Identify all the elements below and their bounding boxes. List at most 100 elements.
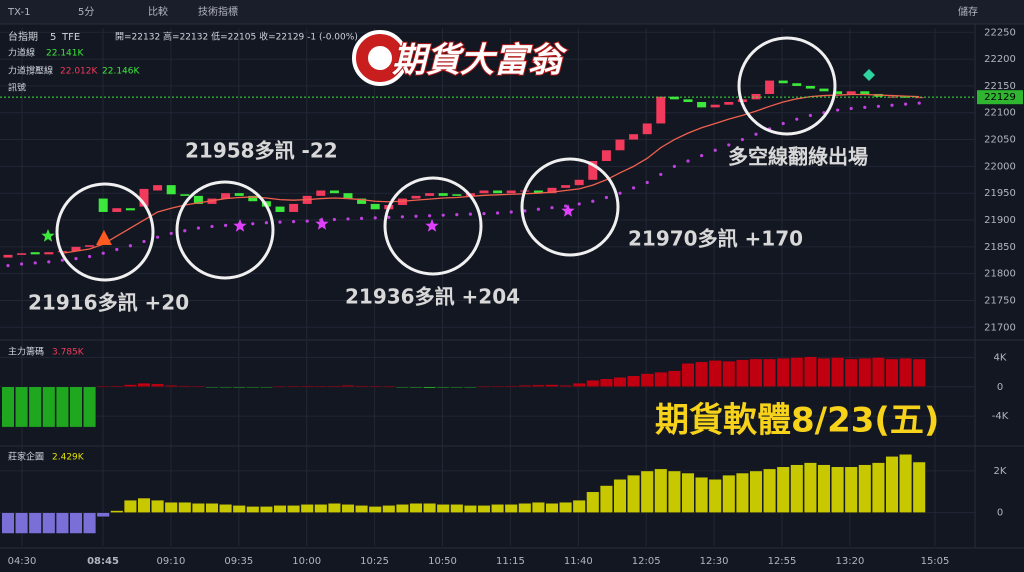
bar [96,385,110,388]
bar [436,386,450,389]
support-dot [74,257,78,261]
legend-value: 22.141K [46,49,84,59]
bar [695,361,709,388]
bar [531,384,545,388]
support-dot [101,251,105,255]
bar [151,499,165,513]
bar [735,359,749,388]
bar [409,503,423,513]
signal-star [41,229,55,242]
bar [259,386,273,389]
annotation-circle [383,176,483,276]
bar [382,505,396,513]
candle [683,99,693,103]
bar [327,385,341,388]
candle [139,188,149,207]
candle [588,161,598,180]
bar [654,468,668,513]
support-dot [740,137,745,142]
signal-diamond [863,69,875,81]
bar [55,386,69,428]
bar [871,462,885,513]
candle [438,193,448,196]
bar [776,357,790,388]
indicators-button[interactable]: 技術指標 [198,5,238,18]
annotation: 21936多訊 +204 [345,285,520,309]
support-dot [346,217,350,221]
bar [518,503,532,513]
bar [232,386,246,389]
candle [357,198,367,204]
bar [463,386,477,389]
support-dot [251,222,255,226]
candle [601,150,611,162]
bar [885,358,899,388]
candle [561,185,571,188]
x-tick-label: 12:05 [632,556,661,567]
compare-button[interactable]: 比較 [148,5,168,18]
save-button[interactable]: 儲存 [958,5,978,18]
bar [137,382,151,388]
support-dot [88,254,92,259]
bar [844,466,858,513]
bar [423,386,437,389]
bar [627,474,641,513]
legend-value: 22.146K [102,67,140,77]
bar [368,385,382,388]
bar [151,383,165,388]
bar [858,357,872,388]
candle [85,245,95,247]
bar [803,356,817,388]
bar [749,358,763,388]
bar [273,505,287,513]
bar [219,386,233,389]
bar [178,501,192,513]
symbol[interactable]: TX-1 [7,7,30,18]
bar [844,358,858,388]
bar [83,512,97,534]
candle [751,93,761,100]
y-tick-label: 21900 [984,215,1016,226]
interval-button[interactable]: 5分 [78,6,94,18]
support-dot [509,210,513,214]
x-tick-label: 11:15 [496,556,525,567]
bar [831,466,845,513]
candle [316,190,326,196]
bar [55,512,69,534]
bar [314,504,328,513]
y-tick-label: 22250 [984,27,1016,38]
support-dot [414,214,418,218]
support-dot [700,154,704,158]
bar [246,506,260,513]
bar [831,357,845,388]
bar [735,472,749,513]
bar [572,499,586,513]
support-dot [754,132,758,136]
bar [912,461,926,513]
support-dot [618,191,622,195]
candle [125,208,135,211]
candle [710,104,720,108]
bar [164,385,178,388]
candle [98,198,108,212]
candle [234,193,244,196]
support-dot [672,164,677,168]
bar [110,510,124,513]
support-dot [536,207,541,211]
bar [817,464,831,513]
logo-target [368,46,392,70]
y-tick-label: 2K [994,466,1007,477]
bar [912,358,926,388]
candle [765,80,775,94]
candle [615,139,625,151]
candle [289,203,299,212]
support-dot [795,117,799,121]
caption: 期貨軟體8/23(五) [655,401,939,441]
bar [341,385,355,388]
legend-label: 訊號 [8,82,26,94]
bar [586,491,600,513]
support-dot [332,217,336,222]
bar [232,505,246,513]
bar [749,470,763,513]
x-tick-label: 11:40 [564,556,593,567]
